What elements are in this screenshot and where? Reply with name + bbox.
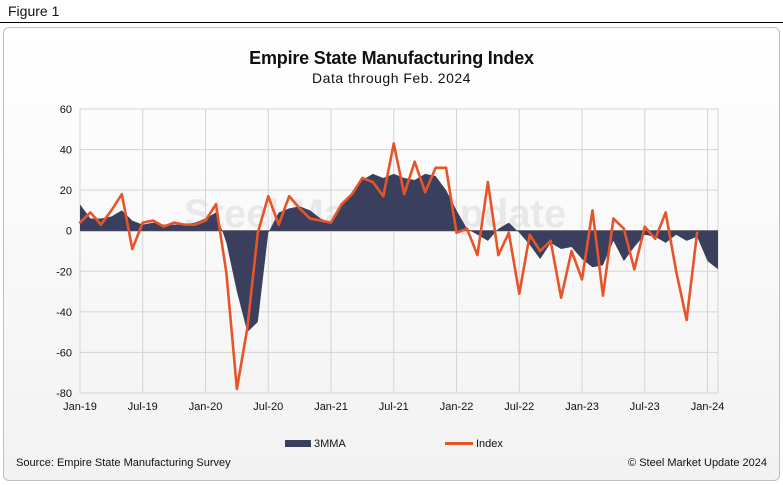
index-point	[664, 211, 667, 214]
index-point	[518, 292, 521, 295]
index-point	[361, 176, 364, 180]
index-point	[612, 217, 615, 220]
y-tick-label: -20	[56, 266, 72, 278]
index-point	[528, 233, 531, 236]
x-tick-label: Jul-20	[253, 401, 283, 413]
index-point	[392, 142, 395, 145]
y-tick-label: 40	[60, 145, 72, 157]
index-point	[622, 227, 626, 230]
x-axis-ticks: Jan-19 Jul-19 Jan-20 Jul-20 Jan-21 Jul-21 Jan-…	[63, 401, 724, 413]
legend-index-label: Index	[476, 438, 503, 450]
series-index-line	[79, 142, 699, 391]
index-point	[486, 180, 490, 184]
index-point	[120, 193, 124, 196]
x-tick-label: Jul-19	[128, 401, 158, 413]
index-point	[78, 221, 82, 224]
x-tick-label: Jan-24	[691, 401, 725, 413]
index-point	[476, 253, 479, 257]
legend-3mma-label: 3MMA	[314, 438, 346, 450]
index-point	[633, 268, 636, 271]
index-point	[162, 225, 165, 228]
index-point	[539, 249, 542, 253]
series-3mma-area	[80, 173, 718, 333]
y-tick-label: -40	[56, 307, 72, 319]
x-tick-label: Jan-21	[314, 401, 348, 413]
legend-3mma-swatch	[285, 440, 311, 447]
chart-title: Empire State Manufacturing Index	[249, 48, 534, 68]
y-tick-label: 0	[66, 226, 72, 238]
index-point	[99, 223, 103, 226]
index-point	[444, 166, 448, 170]
index-point	[141, 221, 144, 224]
line-index-path	[79, 142, 699, 391]
index-point	[695, 231, 699, 234]
index-point	[298, 207, 301, 210]
x-tick-label: Jan-23	[565, 401, 599, 413]
index-point	[685, 318, 688, 322]
index-point	[214, 203, 218, 206]
index-point	[308, 217, 312, 220]
index-point	[559, 296, 563, 299]
x-tick-label: Jul-21	[379, 401, 409, 413]
index-point	[110, 209, 113, 212]
y-tick-label: 20	[60, 185, 72, 197]
index-point	[329, 221, 333, 224]
x-tick-label: Jul-22	[504, 401, 534, 413]
index-point	[277, 223, 280, 226]
index-point	[256, 231, 259, 234]
index-point	[403, 193, 406, 196]
index-point	[246, 326, 249, 330]
series-index-points	[78, 142, 699, 391]
y-tick-label: -60	[56, 347, 72, 359]
index-point	[89, 211, 92, 214]
index-point	[674, 270, 678, 273]
index-point	[455, 231, 458, 234]
index-point	[643, 225, 646, 228]
index-point	[580, 278, 584, 281]
chart-panel	[3, 27, 780, 481]
index-point	[287, 195, 291, 198]
index-point	[204, 219, 207, 222]
index-point	[413, 160, 416, 163]
index-point	[193, 223, 197, 226]
index-point	[183, 223, 186, 226]
x-tick-label: Jan-22	[440, 401, 474, 413]
index-point	[152, 219, 155, 222]
chart-subtitle: Data through Feb. 2024	[312, 70, 471, 86]
x-tick-label: Jan-20	[189, 401, 223, 413]
index-point	[570, 249, 573, 253]
index-point	[497, 253, 500, 257]
index-point	[382, 195, 385, 198]
index-point	[235, 387, 239, 391]
index-point	[549, 239, 552, 243]
legend: 3MMA Index	[285, 438, 503, 450]
index-point	[423, 190, 427, 194]
index-point	[507, 231, 511, 234]
index-point	[225, 272, 228, 275]
index-point	[340, 203, 343, 206]
y-tick-label: -80	[56, 388, 72, 400]
source-note: Source: Empire State Manufacturing Surve…	[16, 457, 231, 469]
y-tick-label: 60	[60, 104, 72, 116]
index-point	[319, 219, 322, 222]
figure-rule	[0, 22, 783, 23]
index-point	[172, 221, 176, 224]
index-point	[654, 237, 657, 241]
copyright-note: © Steel Market Update 2024	[628, 457, 767, 469]
index-point	[465, 227, 469, 230]
area-3mma-path	[80, 173, 718, 333]
index-point	[591, 209, 594, 212]
index-point	[371, 180, 375, 184]
x-tick-label: Jul-23	[630, 401, 660, 413]
index-point	[131, 247, 134, 251]
index-point	[350, 193, 354, 196]
index-point	[601, 294, 605, 297]
index-point	[434, 166, 437, 170]
figure-label: Figure 1	[8, 3, 60, 19]
x-tick-label: Jan-19	[63, 401, 97, 413]
y-axis-ticks: 60 40 20 0 -20 -40 -60 -80	[56, 104, 72, 400]
index-point	[267, 195, 270, 198]
